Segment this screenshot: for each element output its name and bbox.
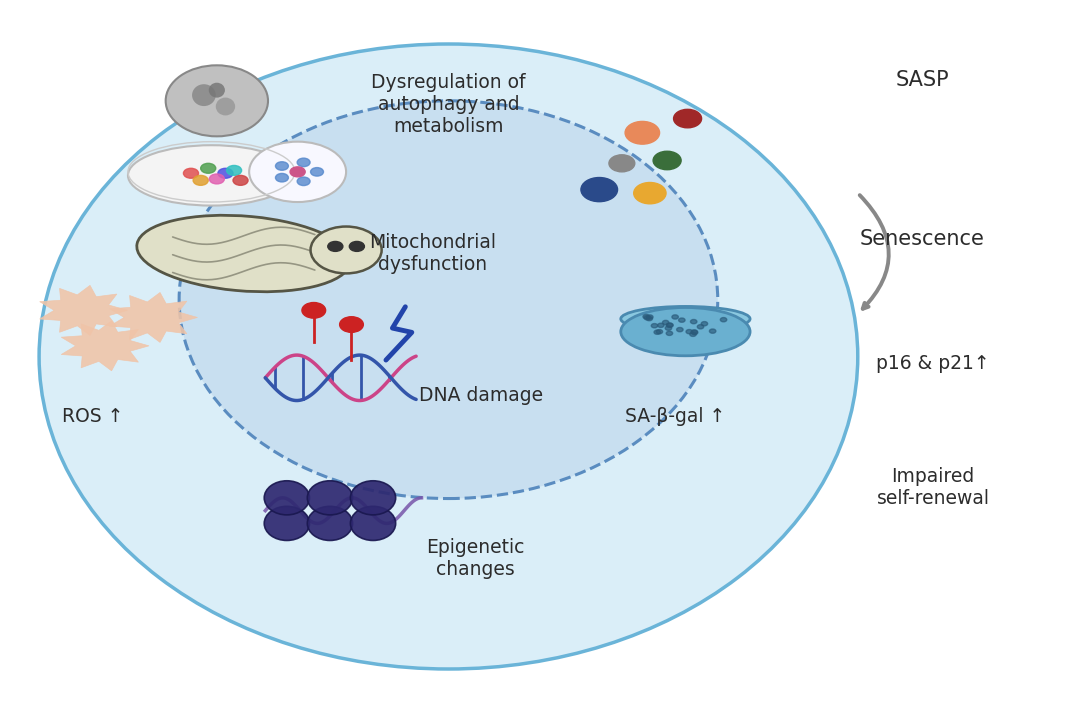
Text: Impaired
self-renewal: Impaired self-renewal	[877, 468, 989, 508]
Circle shape	[672, 315, 678, 319]
Text: DNA damage: DNA damage	[419, 386, 543, 405]
Circle shape	[691, 330, 698, 334]
Text: Mitochondrial
dysfunction: Mitochondrial dysfunction	[368, 233, 496, 274]
Circle shape	[311, 227, 381, 273]
Circle shape	[651, 324, 658, 328]
Circle shape	[643, 314, 649, 319]
Circle shape	[653, 151, 681, 170]
Text: SA-β-gal ↑: SA-β-gal ↑	[624, 407, 725, 426]
Circle shape	[297, 158, 310, 167]
Circle shape	[658, 323, 664, 327]
Text: SASP: SASP	[895, 69, 949, 90]
Circle shape	[349, 242, 364, 252]
Circle shape	[654, 330, 661, 334]
Ellipse shape	[621, 307, 750, 356]
Ellipse shape	[350, 506, 395, 540]
Circle shape	[690, 319, 697, 324]
Circle shape	[710, 329, 716, 333]
Circle shape	[193, 175, 208, 185]
Circle shape	[275, 173, 288, 182]
Circle shape	[674, 109, 702, 128]
Circle shape	[297, 177, 310, 185]
Ellipse shape	[621, 307, 750, 332]
Circle shape	[665, 326, 672, 330]
Circle shape	[275, 162, 288, 170]
Circle shape	[233, 175, 248, 185]
Ellipse shape	[39, 44, 858, 669]
Circle shape	[328, 242, 342, 252]
Circle shape	[625, 121, 660, 144]
Ellipse shape	[208, 83, 225, 98]
Circle shape	[677, 327, 683, 332]
Circle shape	[666, 323, 673, 327]
Circle shape	[646, 317, 652, 321]
Circle shape	[634, 183, 666, 204]
Circle shape	[698, 324, 704, 329]
Ellipse shape	[127, 145, 295, 205]
Ellipse shape	[308, 481, 352, 515]
Circle shape	[690, 332, 697, 337]
Circle shape	[581, 178, 618, 202]
Text: Dysregulation of
autophagy and
metabolism: Dysregulation of autophagy and metabolis…	[372, 73, 526, 136]
Text: p16 & p21↑: p16 & p21↑	[876, 354, 990, 373]
Ellipse shape	[350, 481, 395, 515]
Circle shape	[210, 174, 225, 184]
Ellipse shape	[165, 66, 268, 136]
Circle shape	[647, 315, 653, 319]
Text: Epigenetic
changes: Epigenetic changes	[427, 538, 525, 580]
Circle shape	[662, 320, 669, 324]
Polygon shape	[40, 285, 127, 335]
Ellipse shape	[265, 506, 310, 540]
Text: Senescence: Senescence	[860, 230, 985, 250]
Circle shape	[218, 168, 233, 178]
Circle shape	[657, 329, 663, 334]
Circle shape	[302, 302, 326, 318]
Ellipse shape	[308, 506, 352, 540]
Circle shape	[311, 168, 324, 176]
Ellipse shape	[249, 142, 346, 202]
Ellipse shape	[179, 101, 718, 498]
Polygon shape	[62, 321, 149, 371]
Circle shape	[184, 168, 199, 178]
Circle shape	[701, 322, 707, 326]
Ellipse shape	[265, 481, 310, 515]
Polygon shape	[110, 292, 198, 342]
Ellipse shape	[192, 84, 216, 106]
Circle shape	[666, 332, 673, 335]
Circle shape	[339, 317, 363, 332]
Ellipse shape	[216, 98, 235, 116]
Circle shape	[291, 167, 306, 177]
Circle shape	[691, 330, 698, 334]
Circle shape	[678, 318, 685, 322]
Circle shape	[609, 155, 635, 172]
Circle shape	[666, 323, 673, 327]
Circle shape	[227, 165, 242, 175]
Circle shape	[686, 329, 692, 334]
Circle shape	[644, 316, 650, 320]
Text: ROS ↑: ROS ↑	[63, 407, 123, 426]
Circle shape	[201, 163, 216, 173]
Ellipse shape	[137, 215, 351, 292]
Circle shape	[720, 317, 727, 322]
